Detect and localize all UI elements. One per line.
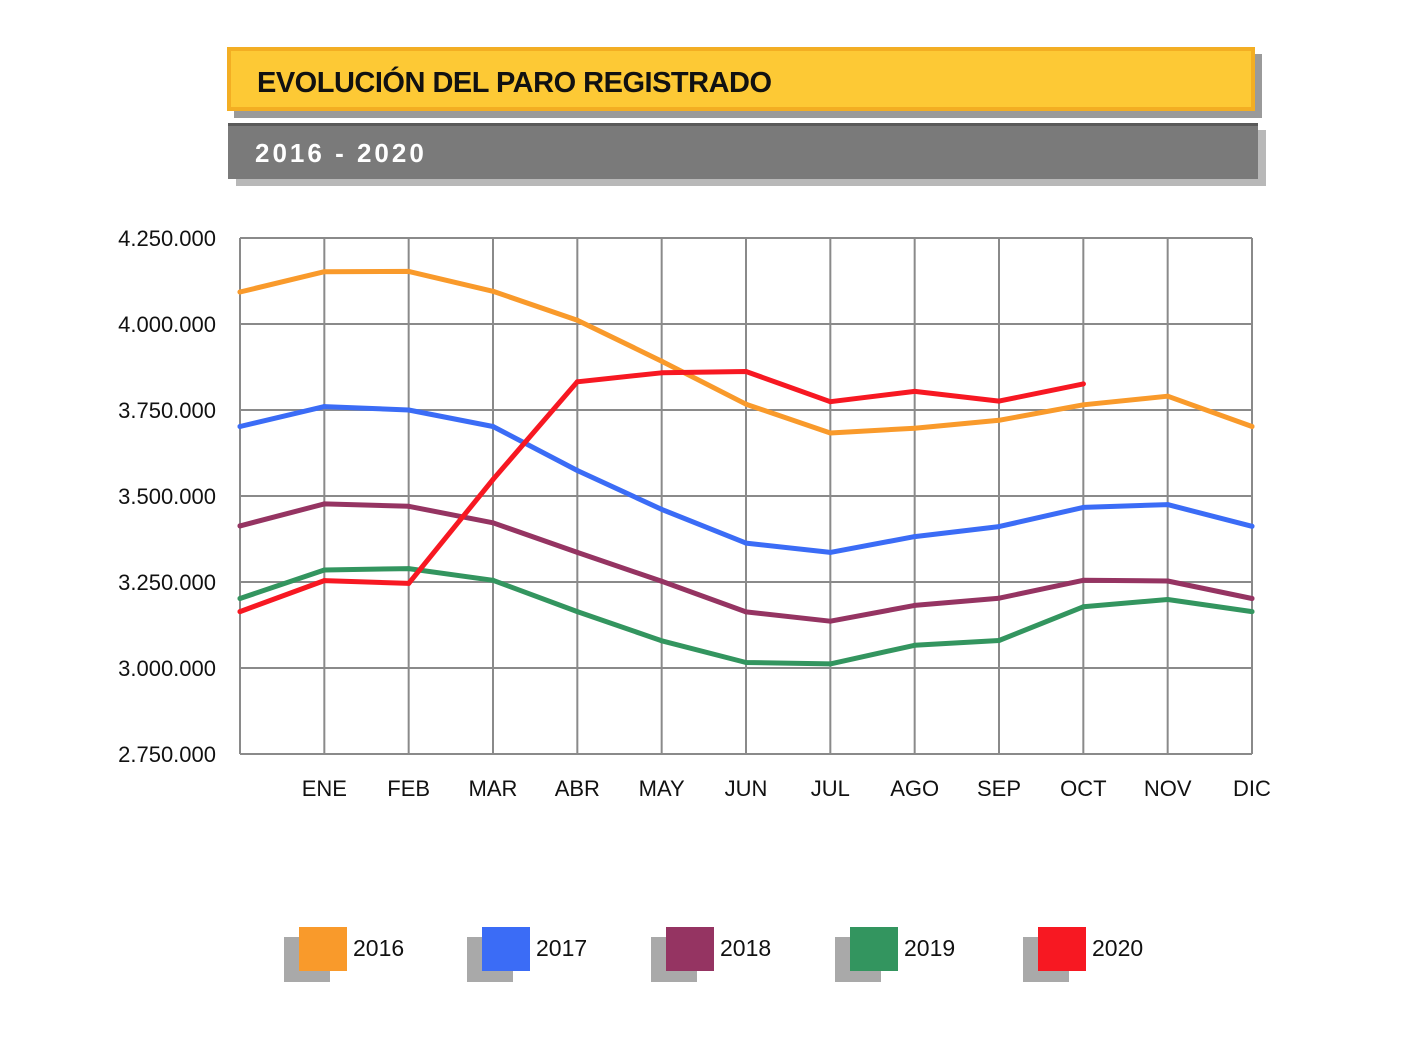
- data-point-2017: [321, 404, 327, 410]
- data-point-2018: [574, 549, 580, 555]
- data-point-2020: [912, 388, 918, 394]
- x-tick-label: SEP: [977, 776, 1021, 801]
- data-point-2020: [490, 476, 496, 482]
- data-point-2017: [996, 524, 1002, 530]
- data-point-2020: [1080, 381, 1086, 387]
- data-point-2018: [237, 523, 243, 529]
- x-tick-label: ENE: [302, 776, 347, 801]
- data-point-2019: [912, 642, 918, 648]
- y-tick-label: 3.000.000: [118, 656, 216, 681]
- data-point-2019: [743, 659, 749, 665]
- data-point-2017: [912, 534, 918, 540]
- x-tick-label: AGO: [890, 776, 939, 801]
- data-point-2020: [321, 578, 327, 584]
- data-point-2018: [743, 609, 749, 615]
- data-point-2020: [996, 398, 1002, 404]
- x-tick-label: JUL: [811, 776, 850, 801]
- data-point-2017: [827, 549, 833, 555]
- data-point-2019: [659, 638, 665, 644]
- x-tick-label: ABR: [555, 776, 600, 801]
- data-point-2016: [490, 288, 496, 294]
- data-point-2020: [827, 399, 833, 405]
- data-point-2017: [237, 424, 243, 430]
- y-tick-label: 4.250.000: [118, 226, 216, 251]
- data-point-2016: [1080, 402, 1086, 408]
- data-point-2018: [1249, 596, 1255, 602]
- data-point-2016: [659, 358, 665, 364]
- data-point-2019: [827, 661, 833, 667]
- data-point-2016: [996, 417, 1002, 423]
- y-tick-label: 3.250.000: [118, 570, 216, 595]
- data-point-2018: [1080, 577, 1086, 583]
- data-point-2017: [406, 407, 412, 413]
- data-point-2020: [406, 580, 412, 586]
- x-axis-ticks: ENE FEB MAR ABR MAY JUN JUL AGO SEP OCT NOV DIC: [302, 776, 1271, 801]
- data-point-2019: [574, 609, 580, 615]
- data-point-2018: [490, 520, 496, 526]
- data-point-2016: [827, 430, 833, 436]
- grid: [239, 237, 1253, 755]
- y-tick-label: 3.750.000: [118, 398, 216, 423]
- data-point-2016: [912, 425, 918, 431]
- chart-subtitle-box: 2016 - 2020: [228, 123, 1258, 179]
- x-tick-label: NOV: [1144, 776, 1192, 801]
- data-point-2018: [912, 602, 918, 608]
- y-axis-ticks: 2.750.000 3.000.000 3.250.000 3.500.000 3.75…: [118, 226, 216, 767]
- data-point-2017: [743, 540, 749, 546]
- chart-title: EVOLUCIÓN DEL PARO REGISTRADO: [257, 67, 772, 99]
- data-point-2019: [1080, 604, 1086, 610]
- data-point-2018: [321, 501, 327, 507]
- data-point-2019: [490, 577, 496, 583]
- chart-title-box: EVOLUCIÓN DEL PARO REGISTRADO: [227, 47, 1255, 111]
- x-tick-label: JUN: [725, 776, 768, 801]
- data-point-2020: [574, 379, 580, 385]
- y-tick-label: 2.750.000: [118, 742, 216, 767]
- data-point-2019: [321, 567, 327, 573]
- data-point-2018: [827, 618, 833, 624]
- data-point-2018: [406, 503, 412, 509]
- data-point-2016: [237, 289, 243, 295]
- data-point-2017: [1249, 523, 1255, 529]
- data-point-2017: [1080, 504, 1086, 510]
- data-point-2019: [996, 637, 1002, 643]
- x-tick-label: FEB: [387, 776, 430, 801]
- data-point-2017: [659, 506, 665, 512]
- data-point-2017: [490, 424, 496, 430]
- data-point-2016: [1165, 393, 1171, 399]
- data-point-2018: [996, 595, 1002, 601]
- data-point-2020: [237, 609, 243, 615]
- x-tick-label: MAY: [639, 776, 685, 801]
- data-point-2018: [1165, 578, 1171, 584]
- data-point-2016: [743, 401, 749, 407]
- data-point-2016: [574, 317, 580, 323]
- data-point-2020: [659, 370, 665, 376]
- chart-subtitle: 2016 - 2020: [255, 138, 427, 168]
- x-tick-label: DIC: [1233, 776, 1271, 801]
- data-point-2020: [743, 368, 749, 374]
- x-tick-label: OCT: [1060, 776, 1106, 801]
- data-point-2019: [237, 596, 243, 602]
- data-point-2017: [1165, 502, 1171, 508]
- data-point-2016: [406, 268, 412, 274]
- data-point-2019: [1165, 597, 1171, 603]
- x-tick-label: MAR: [469, 776, 518, 801]
- y-tick-label: 4.000.000: [118, 312, 216, 337]
- data-point-2017: [574, 468, 580, 474]
- data-point-2019: [406, 566, 412, 572]
- data-point-2016: [321, 269, 327, 275]
- y-tick-label: 3.500.000: [118, 484, 216, 509]
- data-point-2016: [1249, 424, 1255, 430]
- data-point-2019: [1249, 609, 1255, 615]
- series-lines: [237, 268, 1255, 667]
- data-point-2018: [659, 578, 665, 584]
